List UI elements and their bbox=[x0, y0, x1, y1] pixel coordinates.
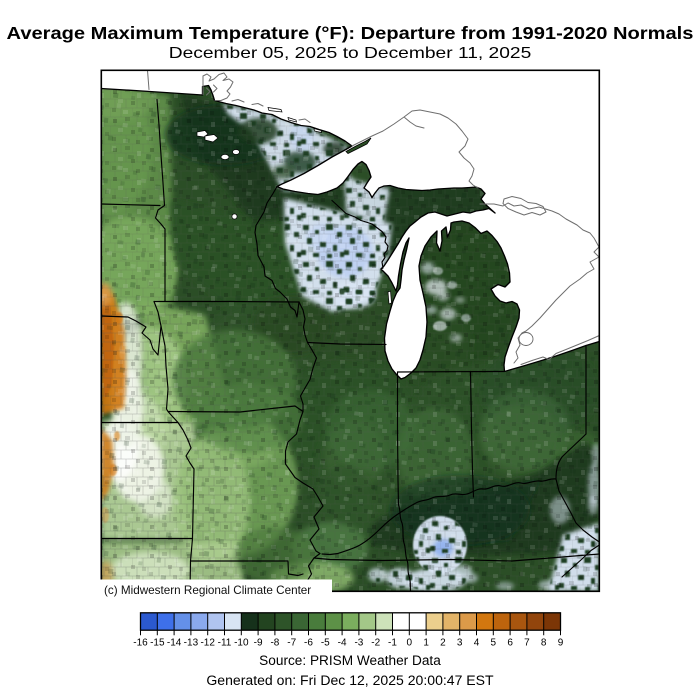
svg-text:4: 4 bbox=[474, 638, 480, 649]
svg-text:8: 8 bbox=[541, 638, 547, 649]
svg-text:6: 6 bbox=[507, 638, 513, 649]
svg-text:-16: -16 bbox=[133, 638, 148, 649]
svg-text:-2: -2 bbox=[371, 638, 380, 649]
svg-text:9: 9 bbox=[558, 638, 564, 649]
svg-text:(c) Midwestern Regional Climat: (c) Midwestern Regional Climate Center bbox=[104, 584, 311, 597]
svg-text:-7: -7 bbox=[287, 638, 296, 649]
svg-text:0: 0 bbox=[407, 638, 413, 649]
svg-text:3: 3 bbox=[457, 638, 463, 649]
svg-text:-8: -8 bbox=[270, 638, 279, 649]
svg-text:-3: -3 bbox=[354, 638, 363, 649]
svg-text:-4: -4 bbox=[338, 638, 347, 649]
svg-text:-6: -6 bbox=[304, 638, 313, 649]
svg-text:-5: -5 bbox=[321, 638, 330, 649]
svg-text:5: 5 bbox=[491, 638, 497, 649]
svg-text:-12: -12 bbox=[200, 638, 215, 649]
svg-text:-1: -1 bbox=[388, 638, 397, 649]
svg-text:-13: -13 bbox=[184, 638, 199, 649]
svg-text:2: 2 bbox=[440, 638, 446, 649]
svg-text:-10: -10 bbox=[234, 638, 249, 649]
svg-text:7: 7 bbox=[524, 638, 530, 649]
svg-text:-14: -14 bbox=[167, 638, 182, 649]
svg-text:-15: -15 bbox=[150, 638, 165, 649]
svg-text:-11: -11 bbox=[218, 638, 232, 649]
svg-text:-9: -9 bbox=[254, 638, 263, 649]
svg-text:1: 1 bbox=[423, 638, 429, 649]
